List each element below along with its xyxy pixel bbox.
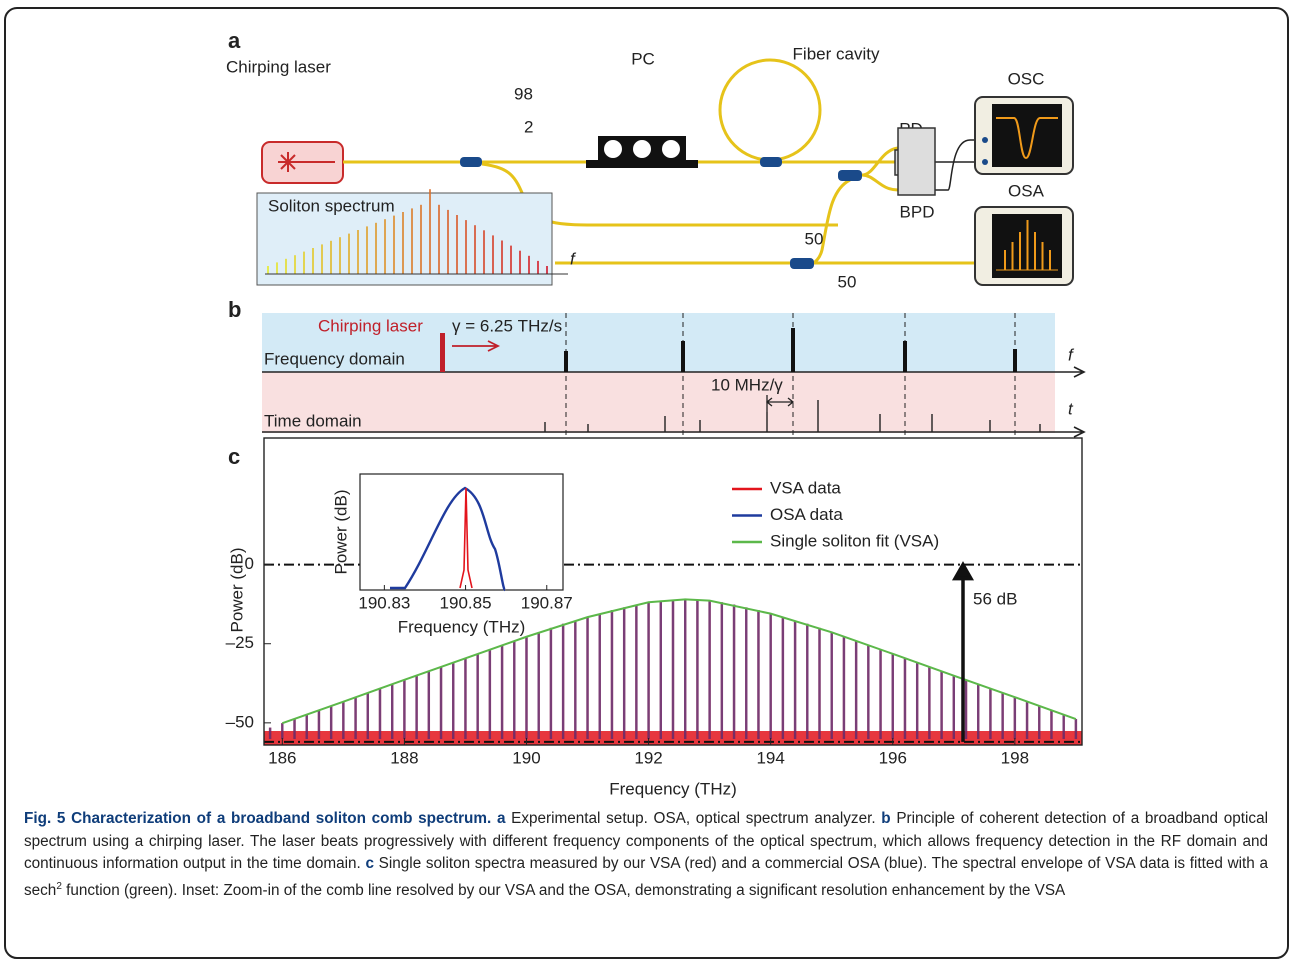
split-label: 2 (524, 117, 533, 136)
laser-label: Chirping laser (318, 316, 423, 335)
osc-label: OSC (1008, 69, 1045, 88)
fit-line (281, 598, 1077, 725)
shape (903, 341, 907, 372)
axes (262, 366, 1086, 438)
time-ticks (544, 400, 1041, 432)
inset-background (359, 473, 564, 591)
port (982, 159, 988, 165)
spectrum-chart: 56 dB –50 –25 0 186 188 190 192 194 196 198 Frequen… (226, 437, 1083, 798)
spectrum-box (256, 192, 553, 286)
shape (460, 157, 482, 167)
x-tick-label: 188 (390, 748, 418, 767)
shape (1013, 349, 1017, 372)
comb-teeth (564, 328, 1017, 372)
legend-label: VSA data (770, 478, 841, 497)
caption: Fig. 5 Characterization of a broadband s… (24, 808, 1268, 902)
domain-label: Frequency domain (264, 349, 405, 368)
y-axis-title: Power (dB) (227, 547, 246, 632)
shape (586, 160, 698, 168)
inset-vsa-trace (459, 487, 473, 589)
x-tick-label: 194 (756, 748, 784, 767)
osa-trace (996, 220, 1058, 271)
shape (633, 140, 651, 158)
shape (790, 258, 814, 269)
caption-text: Experimental setup. OSA, optical spectru… (505, 810, 882, 827)
caption-superscript: 2 (56, 880, 62, 892)
chirp-arrow (452, 340, 501, 352)
cavity-label: Fiber cavity (793, 44, 880, 63)
split-label: 98 (514, 84, 533, 103)
inset-x-tick-label: 190.87 (521, 593, 573, 612)
caption-bold: Fig. 5 Characterization of a broadband s… (24, 810, 506, 827)
frequency-band (262, 313, 1055, 372)
spectrum-lines (267, 189, 548, 274)
difference-arrow (951, 561, 975, 742)
inset-x-tick-label: 190.83 (358, 593, 410, 612)
y-tick-label: –50 (226, 712, 254, 731)
spectrum-axis-label: f (570, 249, 577, 268)
split-label: 50 (838, 272, 857, 291)
caption-bold: b (881, 810, 891, 827)
caption-text: Single soliton spectra measured by our V… (24, 855, 1268, 899)
x-tick-label: 198 (1001, 748, 1029, 767)
inset-y-title: Power (dB) (331, 489, 350, 574)
osa-label: OSA (1008, 181, 1045, 200)
annotation: 56 dB (973, 589, 1017, 608)
figure-border (4, 7, 1289, 959)
shape (791, 328, 795, 372)
time-band (262, 372, 1055, 433)
y-tick-label: –25 (226, 633, 254, 652)
panel-label: b (228, 297, 241, 322)
panel-label: a (228, 28, 241, 53)
x-tick-label: 190 (512, 748, 540, 767)
shape (681, 341, 685, 372)
axis-label: t (1068, 399, 1074, 418)
spacing-label: 10 MHz/γ (711, 375, 783, 394)
caption-bold: c (365, 855, 374, 873)
laser-icon (278, 152, 335, 172)
domain-label: Time domain (264, 411, 362, 430)
port (982, 137, 988, 143)
x-axis-title: Frequency (THz) (609, 779, 737, 798)
bpd-box (897, 127, 936, 196)
pc-label: PC (631, 49, 655, 68)
inset-x-tick-label: 190.85 (440, 593, 492, 612)
shape (662, 140, 680, 158)
x-tick-label: 192 (634, 748, 662, 767)
shape (760, 157, 782, 167)
bpd-label: BPD (900, 202, 935, 221)
panel-label: c (228, 444, 240, 469)
spacing-arrow (765, 395, 795, 412)
chirp-rate: γ = 6.25 THz/s (452, 316, 562, 335)
shape (604, 140, 622, 158)
caption-text: Principle of coherent detection of a bro… (24, 810, 1268, 873)
laser-label: Chirping laser (226, 57, 331, 76)
polarization-controller (586, 136, 698, 168)
axis-label: f (1068, 345, 1075, 364)
shape (838, 170, 862, 181)
laser-line (440, 333, 445, 372)
fiber-cavity (718, 58, 822, 162)
shape (564, 351, 568, 372)
plot-frame (263, 437, 1083, 746)
osc-trace (996, 117, 1058, 160)
shape (280, 154, 296, 170)
x-tick-label: 186 (268, 748, 296, 767)
inset-x-title: Frequency (THz) (398, 617, 526, 636)
spectrum-label: Soliton spectrum (268, 196, 395, 215)
couplers (460, 157, 862, 269)
split-label: 50 (805, 229, 824, 248)
caption-text: function (green). Inset: Zoom-in of the … (61, 881, 1066, 899)
x-tick-label: 196 (879, 748, 907, 767)
inset-osa-trace (390, 486, 507, 592)
legend-label: Single soliton fit (VSA) (770, 531, 939, 550)
legend-label: OSA data (770, 505, 843, 524)
y-tick-label: 0 (245, 554, 254, 573)
